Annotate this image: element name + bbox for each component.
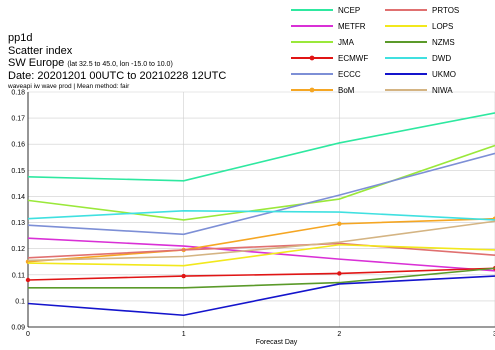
x-tick-label: 3 xyxy=(493,331,495,338)
series-line-ecmwf xyxy=(27,267,495,281)
series-layer xyxy=(25,112,495,317)
chart-subtitle: waveapi iw wave prod | Mean method: fair xyxy=(8,82,130,90)
legend-label-ncep: NCEP xyxy=(338,6,360,15)
product-label: pp1d xyxy=(8,32,33,44)
y-tick-label: 0.11 xyxy=(12,272,25,279)
metric-label: Scatter index xyxy=(8,44,73,57)
data-point-ecmwf xyxy=(181,273,186,279)
legend-label-bom: BoM xyxy=(338,86,355,95)
x-tick-label: 0 xyxy=(26,331,30,338)
series-line-ukmo xyxy=(27,275,495,317)
y-tick-label: 0.13 xyxy=(11,220,25,227)
legend-label-niwa: NIWA xyxy=(432,86,453,95)
series-line-bom xyxy=(27,217,495,263)
series-line-ncep xyxy=(27,112,495,182)
data-point-ecmwf xyxy=(337,271,342,276)
legend-label-ecmwf: ECMWF xyxy=(338,54,368,63)
legend-label-ukmo: UKMO xyxy=(432,70,456,79)
legend-marker-ecmwf xyxy=(309,55,315,61)
legend-marker-bom xyxy=(309,87,315,93)
legend-layer: NCEP METFR JMA ECMWF ECCC BoM PRTOS LOPS NZMS DWD… xyxy=(291,6,459,95)
series-line-eccc xyxy=(27,152,495,236)
series-line-niwa xyxy=(27,220,495,262)
series-line-dwd xyxy=(27,210,495,221)
y-tick-label: 0.1 xyxy=(15,298,25,305)
region-detail: (lat 32.5 to 45.0, lon -15.0 to 10.0) xyxy=(67,61,173,69)
x-tick-label: 2 xyxy=(337,331,341,338)
chart-title-block: pp1d Scatter index SW Europe (lat 32.5 t… xyxy=(8,32,226,90)
y-tick-label: 0.12 xyxy=(11,246,25,253)
y-tick-label: 0.15 xyxy=(11,168,25,175)
data-point-bom xyxy=(337,221,342,227)
axis-layer: 0.09 0.1 0.11 0.12 0.13 0.14 0.15 0.16 0.17 0.18 0… xyxy=(11,90,495,346)
y-tick-label: 0.17 xyxy=(11,116,25,123)
legend-label-eccc: ECCC xyxy=(338,70,361,79)
x-axis-title: Forecast Day xyxy=(256,339,298,346)
series-line-lops xyxy=(27,243,495,267)
y-tick-label: 0.18 xyxy=(11,90,25,97)
series-line-jma xyxy=(27,144,495,221)
date-range-label: Date: 20201201 00UTC to 20210228 12UTC xyxy=(8,69,227,82)
series-line-nzms xyxy=(28,267,495,289)
legend-label-prtos: PRTOS xyxy=(432,6,459,15)
series-line-metfr xyxy=(27,237,495,272)
legend-label-nzms: NZMS xyxy=(432,38,455,47)
legend-label-metfr: METFR xyxy=(338,22,366,31)
y-tick-label: 0.14 xyxy=(11,194,25,201)
legend-label-jma: JMA xyxy=(338,38,355,47)
series-line-prtos xyxy=(27,242,495,259)
region-label: SW Europe (lat 32.5 to 45.0, lon -15.0 t… xyxy=(8,57,226,70)
region-name: SW Europe xyxy=(8,57,65,70)
x-tick-label: 1 xyxy=(182,331,186,338)
y-tick-label: 0.16 xyxy=(11,142,25,149)
legend-label-dwd: DWD xyxy=(432,54,451,63)
y-tick-label: 0.09 xyxy=(11,325,25,332)
legend-label-lops: LOPS xyxy=(432,22,453,31)
data-point-ecmwf xyxy=(25,277,31,283)
